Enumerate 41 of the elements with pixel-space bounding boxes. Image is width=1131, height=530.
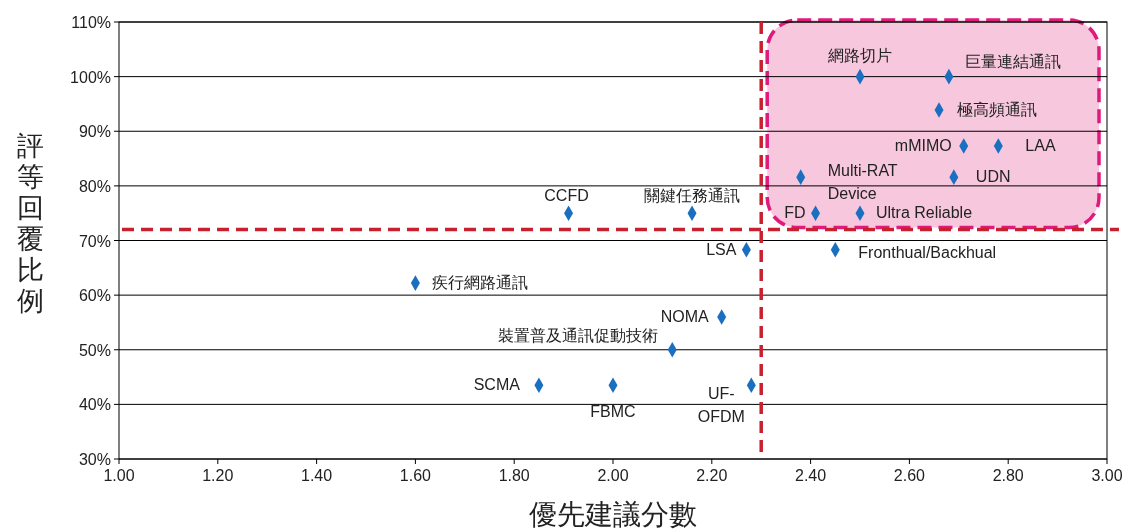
annotation: NOMA xyxy=(660,307,710,325)
x-tick-label: 3.00 xyxy=(1091,467,1123,484)
x-tick-label: 1.00 xyxy=(103,467,135,484)
y-tick-label: 70% xyxy=(78,232,111,250)
annotation: FBMC xyxy=(590,403,636,421)
x-tick-label: 2.20 xyxy=(696,467,728,484)
annotation: 裝置普及通訊促動技術 xyxy=(498,326,659,344)
y-tick-label: 80% xyxy=(78,177,111,195)
annotation: LAA xyxy=(1025,137,1056,154)
annotation: UDN xyxy=(975,168,1011,186)
x-tick-label: 2.60 xyxy=(893,467,926,484)
annotation: Fronthual/Backhual xyxy=(858,243,997,261)
annotation: 疾行網路通訊 xyxy=(432,274,529,292)
annotation: UF- OFDM xyxy=(697,385,745,426)
x-tick-label: 1.20 xyxy=(202,467,234,484)
annotation: 網路切片 xyxy=(827,46,892,64)
x-tick-label: 1.80 xyxy=(498,467,530,484)
annotation: SCMA xyxy=(473,376,521,394)
annotation: LSA xyxy=(706,240,737,258)
annotation: Multi-RAT Device xyxy=(827,162,898,203)
annotation: 極高頻通訊 xyxy=(957,100,1038,118)
annotation: CCFD xyxy=(544,187,589,205)
y-tick-label: 50% xyxy=(78,341,111,359)
annotation: 巨量連結通訊 xyxy=(964,52,1061,70)
y-tick-label: 60% xyxy=(78,287,111,305)
x-axis-title: 優先建議分數 xyxy=(529,499,697,530)
x-tick-label: 2.80 xyxy=(992,467,1024,484)
x-tick-label: 1.40 xyxy=(301,467,333,484)
y-tick-label: 110% xyxy=(71,14,111,31)
x-tick-label: 2.00 xyxy=(597,467,629,484)
annotation: 關鍵任務通訊 xyxy=(644,187,741,205)
x-tick-label: 2.40 xyxy=(795,467,827,484)
y-axis-title: 評等回覆比例 xyxy=(16,131,44,316)
annotation: mMIMO xyxy=(894,137,952,154)
annotation: FD xyxy=(784,204,806,222)
y-tick-label: 90% xyxy=(78,123,111,141)
annotation: Ultra Reliable xyxy=(876,204,973,222)
y-tick-label: 30% xyxy=(78,451,111,468)
y-tick-label: 40% xyxy=(78,396,111,414)
x-tick-label: 1.60 xyxy=(399,467,432,484)
y-tick-label: 100% xyxy=(70,68,111,86)
